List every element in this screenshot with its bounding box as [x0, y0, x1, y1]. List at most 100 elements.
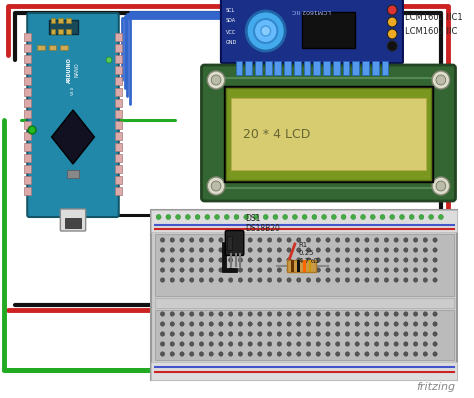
Circle shape [409, 215, 414, 220]
Bar [226, 88, 431, 180]
Circle shape [390, 215, 395, 220]
Circle shape [384, 332, 389, 336]
Circle shape [28, 126, 36, 134]
Circle shape [374, 278, 379, 282]
Circle shape [404, 268, 408, 272]
Bar [115, 99, 122, 107]
Circle shape [248, 352, 252, 356]
Circle shape [428, 215, 434, 220]
Circle shape [413, 258, 418, 262]
Bar [151, 362, 457, 380]
Bar [67, 170, 79, 178]
Circle shape [394, 278, 398, 282]
Circle shape [384, 342, 389, 346]
Circle shape [394, 258, 398, 262]
Circle shape [170, 238, 174, 242]
Circle shape [384, 312, 389, 316]
Bar [115, 77, 122, 85]
Circle shape [258, 238, 262, 242]
Circle shape [316, 258, 320, 262]
Circle shape [258, 258, 262, 262]
Bar [155, 310, 454, 360]
Circle shape [180, 322, 184, 326]
Circle shape [277, 278, 282, 282]
Circle shape [160, 352, 164, 356]
Circle shape [306, 322, 310, 326]
Bar [297, 260, 300, 272]
Circle shape [238, 312, 243, 316]
Circle shape [180, 248, 184, 252]
Circle shape [322, 215, 327, 220]
Circle shape [190, 268, 194, 272]
Bar [115, 154, 122, 162]
Circle shape [190, 352, 194, 356]
Circle shape [365, 278, 369, 282]
FancyBboxPatch shape [60, 209, 86, 231]
Circle shape [297, 332, 301, 336]
Bar [115, 121, 122, 129]
Circle shape [248, 312, 252, 316]
Circle shape [326, 278, 330, 282]
Circle shape [277, 352, 282, 356]
Circle shape [277, 332, 282, 336]
Bar [24, 187, 31, 195]
Circle shape [400, 215, 404, 220]
Circle shape [384, 352, 389, 356]
Bar [236, 61, 242, 75]
Circle shape [224, 215, 229, 220]
Bar [294, 61, 301, 75]
Bar [245, 61, 252, 75]
Bar [115, 66, 122, 74]
Circle shape [176, 215, 181, 220]
Circle shape [433, 258, 437, 262]
Circle shape [394, 312, 398, 316]
Circle shape [190, 278, 194, 282]
Circle shape [355, 238, 359, 242]
Text: LCM1602 IIC: LCM1602 IIC [405, 27, 457, 37]
Circle shape [190, 322, 194, 326]
Circle shape [219, 268, 223, 272]
Circle shape [404, 322, 408, 326]
Circle shape [423, 312, 428, 316]
Circle shape [387, 29, 397, 39]
Circle shape [160, 278, 164, 282]
Circle shape [205, 215, 210, 220]
Text: NANO: NANO [74, 63, 79, 77]
Bar [155, 234, 454, 296]
Circle shape [215, 215, 219, 220]
Circle shape [209, 248, 213, 252]
Circle shape [228, 352, 233, 356]
Circle shape [336, 322, 340, 326]
Bar [151, 210, 457, 380]
Text: SCL: SCL [226, 8, 235, 12]
Circle shape [433, 342, 437, 346]
Bar [274, 61, 281, 75]
Circle shape [355, 322, 359, 326]
Circle shape [316, 322, 320, 326]
Circle shape [384, 322, 389, 326]
Bar [284, 61, 291, 75]
Circle shape [355, 268, 359, 272]
Bar [151, 210, 457, 232]
Circle shape [365, 342, 369, 346]
Circle shape [170, 278, 174, 282]
Circle shape [277, 258, 282, 262]
Circle shape [238, 352, 243, 356]
Bar [49, 45, 56, 50]
Circle shape [238, 268, 243, 272]
Bar [231, 98, 426, 170]
Bar [264, 61, 272, 75]
Circle shape [374, 332, 379, 336]
Circle shape [170, 248, 174, 252]
Text: LCM1602 IIC1: LCM1602 IIC1 [405, 14, 463, 23]
Circle shape [365, 352, 369, 356]
Circle shape [423, 332, 428, 336]
Circle shape [258, 268, 262, 272]
Circle shape [160, 268, 164, 272]
Circle shape [258, 248, 262, 252]
Circle shape [341, 215, 346, 220]
Circle shape [228, 322, 233, 326]
Circle shape [394, 332, 398, 336]
Circle shape [170, 258, 174, 262]
Circle shape [387, 17, 397, 27]
